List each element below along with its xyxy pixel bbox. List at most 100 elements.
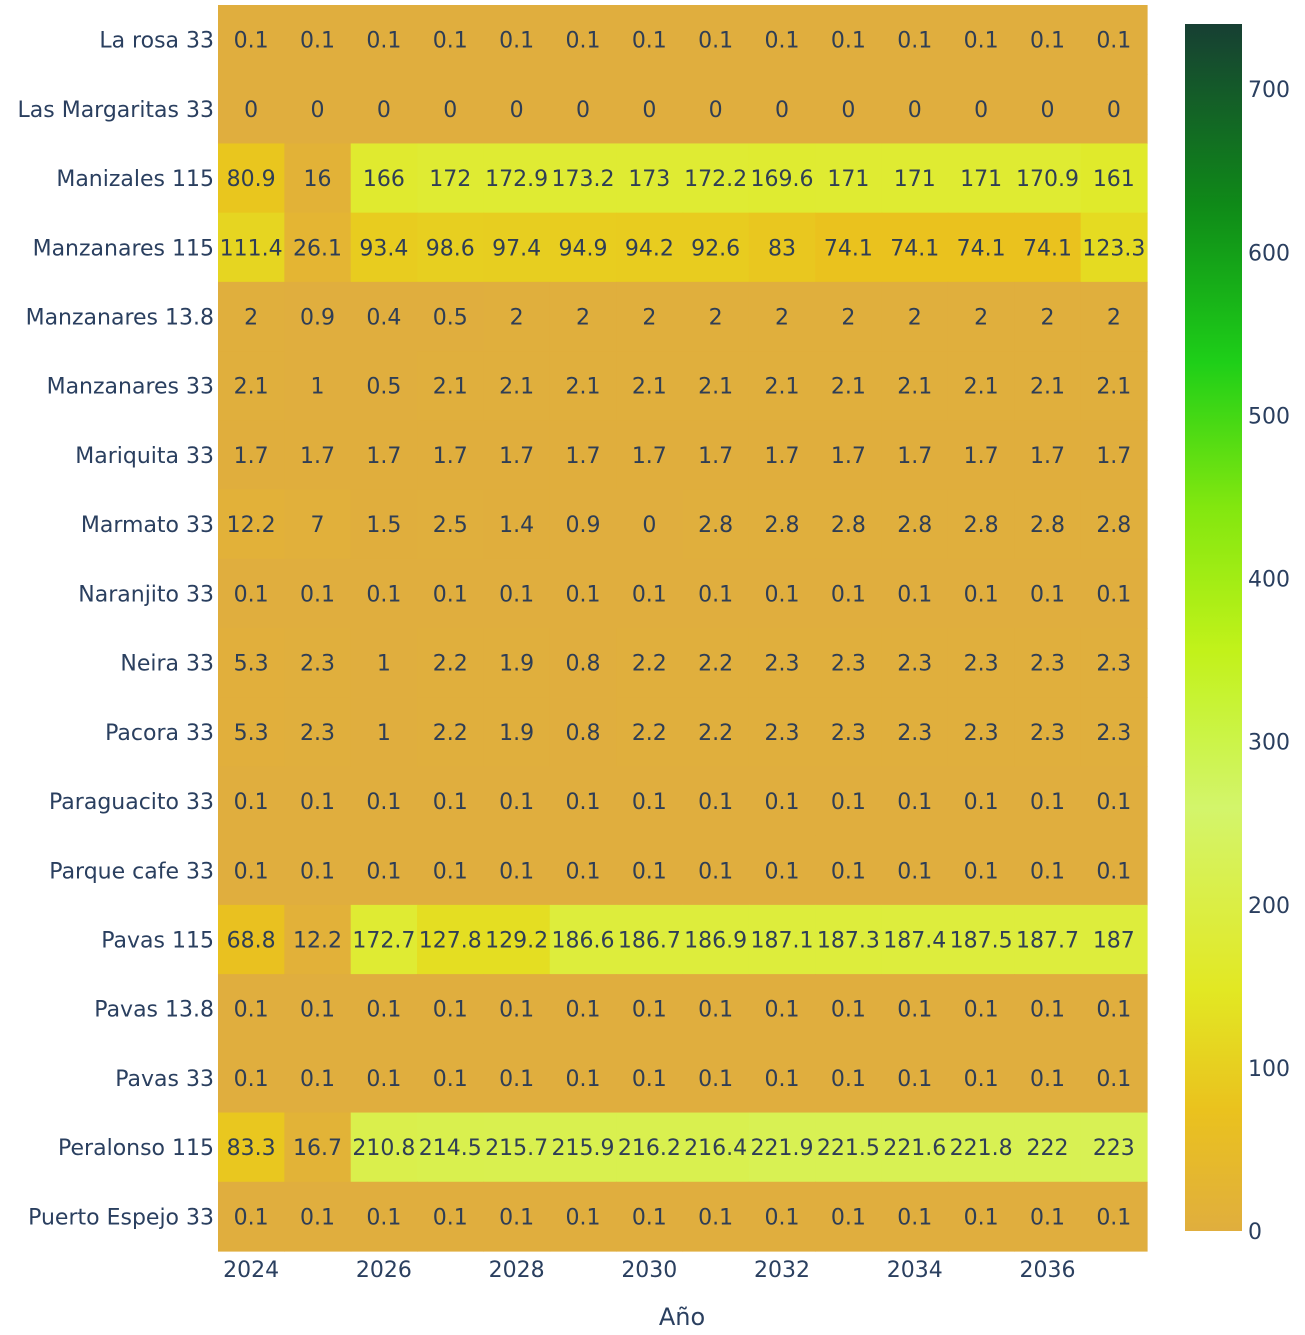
cell-value-label-manizales-115-2035: 171 — [960, 167, 1002, 192]
heatmap-cell-las-margaritas-33-2034 — [881, 74, 949, 145]
heatmap-cell-naranjito-33-2035 — [947, 558, 1015, 629]
cell-value-label-paraguacito-33-2032: 0.1 — [765, 790, 800, 815]
cell-value-label-parque-cafe-33-2033: 0.1 — [831, 859, 866, 884]
heatmap-cell-marmato-33-2037 — [1080, 489, 1148, 560]
x-tick-label-2026: 2026 — [356, 1258, 412, 1283]
heatmap-cell-pavas-13-8-2024 — [218, 974, 285, 1044]
cell-value-label-pacora-33-2033: 2.3 — [831, 721, 866, 746]
cell-value-label-mariquita-33-2033: 1.7 — [831, 444, 866, 469]
cell-value-label-pavas-13-8-2027: 0.1 — [433, 998, 468, 1023]
cell-value-label-manzanares-33-2024: 2.1 — [234, 375, 269, 400]
heatmap-cell-manzanares-115-2035 — [947, 212, 1015, 283]
heatmap-cell-manzanares-115-2031 — [682, 212, 750, 283]
cell-value-label-manzanares-115-2029: 94.9 — [558, 236, 607, 261]
heatmap-cell-naranjito-33-2030 — [616, 558, 684, 629]
cell-value-label-marmato-33-2036: 2.8 — [1030, 513, 1065, 538]
heatmap-cell-neira-33-2029 — [549, 628, 617, 698]
heatmap-cell-puerto-espejo-33-2024 — [218, 1181, 285, 1252]
cell-value-label-la-rosa-33-2031: 0.1 — [698, 29, 733, 54]
cell-value-label-pavas-33-2024: 0.1 — [234, 1067, 269, 1092]
cell-value-label-neira-33-2034: 2.3 — [897, 652, 932, 677]
heatmap-cell-manzanares-33-2029 — [549, 351, 617, 421]
cell-value-label-pacora-33-2026: 1 — [377, 721, 391, 746]
heatmap-cell-mariquita-33-2029 — [549, 420, 617, 491]
cell-value-label-mariquita-33-2029: 1.7 — [565, 444, 600, 469]
cell-value-label-peralonso-115-2028: 215.7 — [485, 1136, 548, 1161]
heatmap-cell-neira-33-2025 — [284, 628, 352, 698]
cell-value-label-marmato-33-2035: 2.8 — [964, 513, 999, 538]
heatmap-cell-naranjito-33-2036 — [1014, 558, 1082, 629]
colorbar-tick-500: 500 — [1248, 404, 1290, 429]
cell-value-label-pavas-115-2031: 186.9 — [684, 929, 747, 954]
heatmap-cell-manizales-115-2028 — [483, 143, 551, 214]
heatmap-cells — [218, 5, 1148, 1252]
cell-value-label-neira-33-2035: 2.3 — [964, 652, 999, 677]
heatmap-cell-mariquita-33-2037 — [1080, 420, 1148, 491]
cell-value-label-manzanares-33-2032: 2.1 — [765, 375, 800, 400]
heatmap-cell-pavas-13-8-2031 — [682, 974, 750, 1044]
cell-value-label-parque-cafe-33-2026: 0.1 — [366, 859, 401, 884]
heatmap-cell-pavas-33-2032 — [748, 1043, 816, 1114]
heatmap-cell-pavas-33-2026 — [350, 1043, 418, 1114]
y-tick-label-pavas-33: Pavas 33 — [115, 1067, 214, 1092]
cell-value-label-pavas-33-2027: 0.1 — [433, 1067, 468, 1092]
heatmap-cell-manzanares-115-2030 — [616, 212, 684, 283]
cell-value-label-pacora-33-2037: 2.3 — [1096, 721, 1131, 746]
cell-value-label-manizales-115-2030: 173 — [628, 167, 670, 192]
x-tick-label-2036: 2036 — [1019, 1258, 1075, 1283]
heatmap-cell-pavas-13-8-2028 — [483, 974, 551, 1044]
cell-value-label-naranjito-33-2033: 0.1 — [831, 582, 866, 607]
cell-value-label-parque-cafe-33-2025: 0.1 — [300, 859, 335, 884]
cell-value-label-mariquita-33-2026: 1.7 — [366, 444, 401, 469]
cell-value-label-puerto-espejo-33-2035: 0.1 — [964, 1205, 999, 1230]
cell-value-label-manzanares-115-2034: 74.1 — [890, 236, 939, 261]
cell-value-label-neira-33-2028: 1.9 — [499, 652, 534, 677]
heatmap-cell-marmato-33-2030 — [616, 489, 684, 560]
heatmap-cell-puerto-espejo-33-2026 — [350, 1181, 418, 1252]
heatmap-cell-manzanares-33-2025 — [284, 351, 352, 421]
heatmap-cell-neira-33-2034 — [881, 628, 949, 698]
cell-value-label-pacora-33-2028: 1.9 — [499, 721, 534, 746]
heatmap-cell-paraguacito-33-2030 — [616, 766, 684, 837]
heatmap-cell-naranjito-33-2024 — [218, 558, 285, 629]
cell-value-label-la-rosa-33-2032: 0.1 — [765, 29, 800, 54]
heatmap-cell-la-rosa-33-2030 — [616, 5, 684, 75]
heatmap-cell-las-margaritas-33-2033 — [815, 74, 883, 145]
heatmap-cell-peralonso-115-2035 — [947, 1112, 1015, 1183]
cell-value-label-neira-33-2030: 2.2 — [632, 652, 667, 677]
heatmap-cell-la-rosa-33-2027 — [417, 5, 485, 75]
heatmap-cell-manzanares-115-2026 — [350, 212, 418, 283]
heatmap-cell-manizales-115-2030 — [616, 143, 684, 214]
heatmap-cell-pavas-13-8-2033 — [815, 974, 883, 1044]
heatmap-cell-manizales-115-2027 — [417, 143, 485, 214]
cell-value-label-pavas-115-2024: 68.8 — [227, 929, 276, 954]
cell-value-label-manzanares-115-2033: 74.1 — [824, 236, 873, 261]
cell-value-label-las-margaritas-33-2024: 0 — [244, 98, 258, 123]
cell-value-label-pavas-115-2026: 172.7 — [352, 929, 415, 954]
cell-value-label-mariquita-33-2036: 1.7 — [1030, 444, 1065, 469]
cell-value-label-peralonso-115-2035: 221.8 — [950, 1136, 1013, 1161]
heatmap-cell-pavas-33-2033 — [815, 1043, 883, 1114]
heatmap-cell-parque-cafe-33-2031 — [682, 835, 750, 906]
heatmap-cell-la-rosa-33-2037 — [1080, 5, 1148, 75]
heatmap-cell-manzanares-13-8-2031 — [682, 281, 750, 352]
cell-value-label-manzanares-13-8-2033: 2 — [841, 306, 855, 331]
cell-value-label-pavas-13-8-2029: 0.1 — [565, 998, 600, 1023]
heatmap-cell-peralonso-115-2027 — [417, 1112, 485, 1183]
heatmap-cell-pavas-13-8-2037 — [1080, 974, 1148, 1044]
y-tick-label-marmato-33: Marmato 33 — [81, 513, 214, 538]
heatmap-cell-parque-cafe-33-2026 — [350, 835, 418, 906]
cell-value-label-pavas-33-2031: 0.1 — [698, 1067, 733, 1092]
y-tick-label-pacora-33: Pacora 33 — [105, 721, 214, 746]
heatmap-cell-pavas-13-8-2032 — [748, 974, 816, 1044]
heatmap-cell-puerto-espejo-33-2032 — [748, 1181, 816, 1252]
heatmap-cell-parque-cafe-33-2028 — [483, 835, 551, 906]
cell-value-label-paraguacito-33-2031: 0.1 — [698, 790, 733, 815]
heatmap-cell-manzanares-115-2036 — [1014, 212, 1082, 283]
cell-value-label-neira-33-2031: 2.2 — [698, 652, 733, 677]
y-tick-label-manizales-115: Manizales 115 — [56, 167, 214, 192]
heatmap-cell-manzanares-33-2028 — [483, 351, 551, 421]
heatmap-cell-pacora-33-2033 — [815, 697, 883, 768]
cell-value-label-manzanares-13-8-2032: 2 — [775, 306, 789, 331]
cell-value-label-pavas-33-2030: 0.1 — [632, 1067, 667, 1092]
